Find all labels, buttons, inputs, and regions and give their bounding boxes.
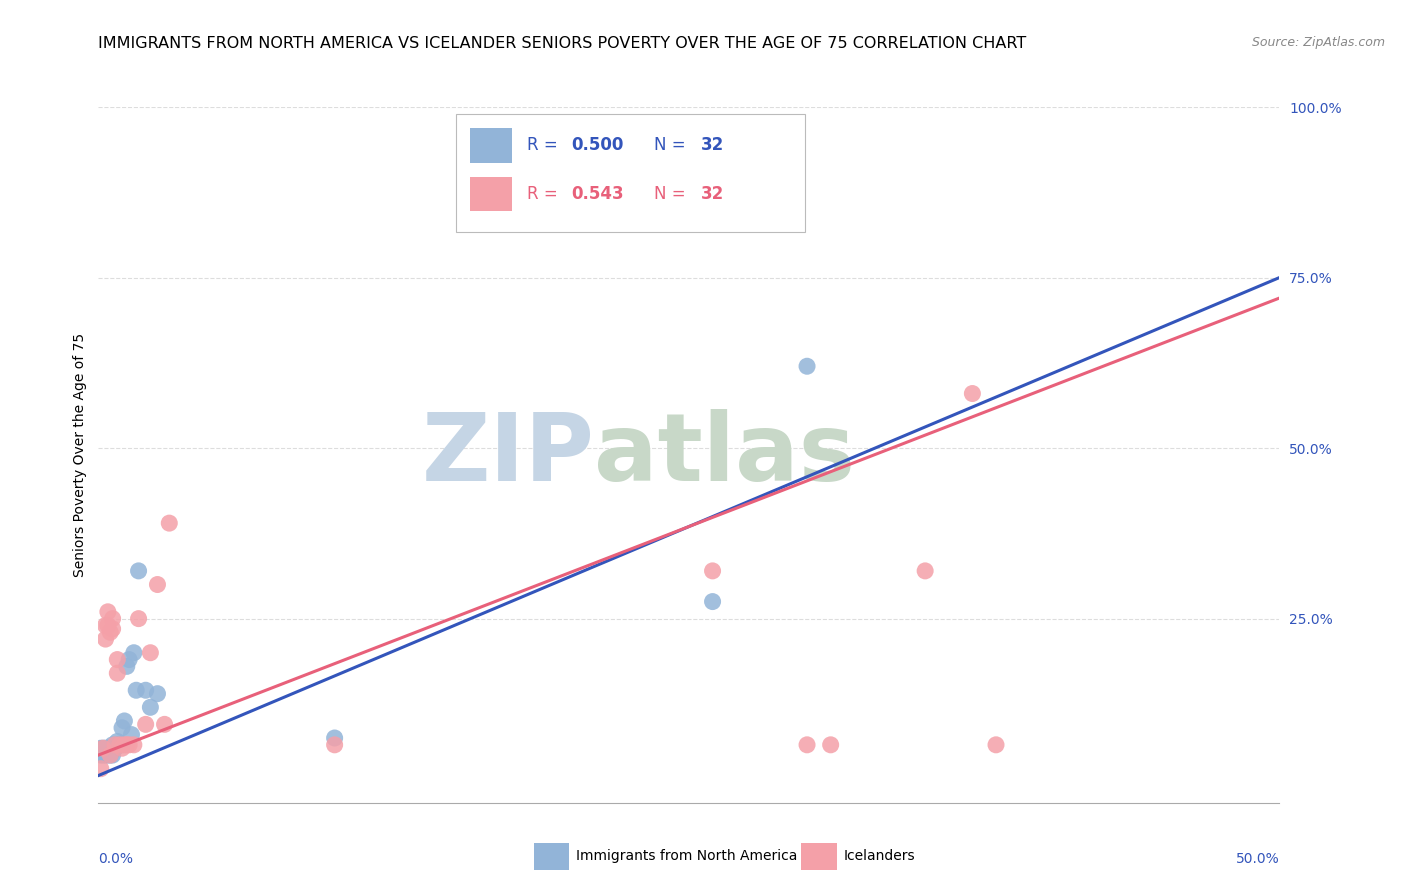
Text: Icelanders: Icelanders xyxy=(844,849,915,863)
Point xyxy=(122,738,145,752)
Point xyxy=(94,618,117,632)
Point xyxy=(135,717,157,731)
Point xyxy=(111,741,134,756)
Point xyxy=(105,652,128,666)
Point xyxy=(101,747,124,762)
Point xyxy=(101,622,124,636)
Point xyxy=(984,738,1007,752)
Point xyxy=(702,564,724,578)
Point xyxy=(115,659,138,673)
Point xyxy=(104,741,127,756)
Point xyxy=(91,741,114,756)
Text: 32: 32 xyxy=(700,136,724,154)
Point xyxy=(97,618,120,632)
Point xyxy=(104,741,127,756)
Point xyxy=(122,646,145,660)
Point xyxy=(112,714,135,728)
Point xyxy=(112,738,135,752)
Point xyxy=(94,741,117,756)
Point xyxy=(108,738,131,752)
Text: R =: R = xyxy=(527,136,564,154)
Point xyxy=(101,738,124,752)
FancyBboxPatch shape xyxy=(471,177,512,211)
Point xyxy=(125,683,148,698)
Point xyxy=(90,741,112,756)
Point xyxy=(97,741,120,756)
Point xyxy=(146,687,169,701)
Point xyxy=(105,738,128,752)
Point xyxy=(121,728,143,742)
Text: R =: R = xyxy=(527,185,564,203)
Point xyxy=(323,738,346,752)
Point xyxy=(146,577,169,591)
Text: IMMIGRANTS FROM NORTH AMERICA VS ICELANDER SENIORS POVERTY OVER THE AGE OF 75 CO: IMMIGRANTS FROM NORTH AMERICA VS ICELAND… xyxy=(98,36,1026,51)
Point xyxy=(98,747,121,762)
Text: Source: ZipAtlas.com: Source: ZipAtlas.com xyxy=(1251,36,1385,49)
Text: 32: 32 xyxy=(700,185,724,203)
Point xyxy=(153,717,176,731)
Point xyxy=(820,738,842,752)
Point xyxy=(118,738,141,752)
Text: ZIP: ZIP xyxy=(422,409,595,501)
Point xyxy=(796,738,818,752)
Point xyxy=(128,612,150,626)
Point xyxy=(94,747,117,762)
Point xyxy=(98,625,121,640)
Point xyxy=(796,359,818,374)
Point xyxy=(118,652,141,666)
Point xyxy=(157,516,180,530)
Text: Immigrants from North America: Immigrants from North America xyxy=(576,849,797,863)
Point xyxy=(139,700,162,714)
Point xyxy=(97,747,120,762)
Text: 0.543: 0.543 xyxy=(571,185,623,203)
Point xyxy=(97,605,120,619)
Point xyxy=(962,386,984,401)
Text: N =: N = xyxy=(654,136,690,154)
Point xyxy=(108,738,131,752)
Point xyxy=(323,731,346,745)
Point xyxy=(914,564,936,578)
Point xyxy=(105,734,128,748)
Point xyxy=(98,747,121,762)
Text: 0.500: 0.500 xyxy=(571,136,623,154)
Text: atlas: atlas xyxy=(595,409,855,501)
Point xyxy=(104,738,127,752)
Point xyxy=(702,594,724,608)
Point xyxy=(105,666,128,681)
Point xyxy=(115,738,138,752)
FancyBboxPatch shape xyxy=(471,128,512,162)
Point xyxy=(101,612,124,626)
Y-axis label: Seniors Poverty Over the Age of 75: Seniors Poverty Over the Age of 75 xyxy=(73,333,87,577)
FancyBboxPatch shape xyxy=(457,114,804,232)
Point xyxy=(91,747,114,762)
Point xyxy=(111,721,134,735)
Text: 50.0%: 50.0% xyxy=(1236,852,1279,865)
Point xyxy=(90,747,112,762)
Point xyxy=(91,741,114,756)
Text: 0.0%: 0.0% xyxy=(98,852,134,865)
Text: N =: N = xyxy=(654,185,690,203)
Point xyxy=(128,564,150,578)
Point xyxy=(111,738,134,752)
Point xyxy=(90,762,112,776)
Point xyxy=(139,646,162,660)
Point xyxy=(98,741,121,756)
Point xyxy=(135,683,157,698)
Point xyxy=(94,632,117,646)
